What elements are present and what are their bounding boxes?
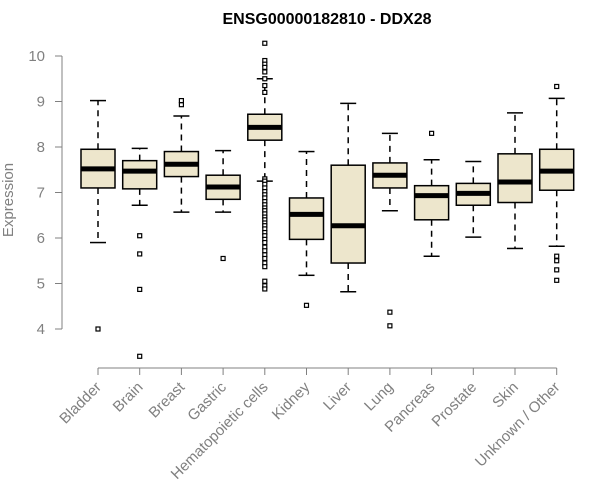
iqr-box [121,159,158,190]
outlier-point [554,258,560,264]
y-tick-label: 10 [28,48,45,65]
y-tick-label: 8 [37,139,45,156]
y-tick-label: 5 [37,276,45,293]
y-tick-label: 6 [37,230,45,247]
outlier-point [137,251,143,257]
box-pancreas [413,130,450,257]
outlier-point [262,40,268,46]
box-hematopoietic-cells [247,40,283,292]
iqr-box [413,184,450,221]
x-tick-label: Liver [320,379,355,414]
outlier-point [178,102,184,108]
x-tick-label: Kidney [269,378,314,423]
y-tick-label: 4 [37,321,45,338]
x-tick-label: Lung [361,379,397,415]
box-gastric [205,149,241,262]
iqr-box [497,153,533,204]
outlier-point [262,286,268,292]
box-breast [163,97,200,213]
outlier-point [262,255,268,262]
outlier-point [387,323,393,329]
outlier-point [262,248,268,254]
box-skin [497,112,533,250]
box-series [80,40,575,359]
y-tick-label: 7 [37,185,45,202]
outlier-point [137,233,143,239]
outlier-point [387,309,393,315]
box-brain [121,147,158,359]
y-axis-label: Expression [0,163,17,237]
box-unknown-other [538,83,575,283]
outlier-point [303,302,310,308]
outlier-point [95,326,101,332]
iqr-box [330,164,366,264]
outlier-point [262,64,268,70]
outlier-point [262,76,268,82]
iqr-box [288,197,325,241]
outlier-point [262,69,268,75]
outlier-point [137,353,143,359]
outlier-point [554,277,560,283]
outlier-point [178,97,184,104]
outlier-point [262,239,268,246]
box-kidney [288,150,325,308]
outlier-point [554,267,560,273]
x-tick-label: Prostate [429,379,481,431]
box-bladder [80,99,116,332]
outlier-point [262,89,268,96]
outlier-point [262,264,268,270]
box-prostate [455,160,492,238]
x-tick-label: Bladder [56,379,105,428]
box-lung [372,132,408,329]
outlier-point [220,255,226,262]
outlier-point [554,253,560,259]
y-axis: 4 5 6 7 8 9 10 [28,48,63,338]
x-tick-label: Brain [110,379,147,416]
x-tick-label: Skin [489,379,522,412]
outlier-point [262,82,268,89]
outlier-point [137,286,143,293]
outlier-point [262,278,268,284]
box-liver [330,102,366,293]
y-tick-label: 9 [37,94,45,111]
x-tick-label: Breast [146,378,189,421]
outlier-point [429,130,435,136]
chart-title: ENSG00000182810 - DDX28 [222,11,431,28]
outlier-point [554,83,560,90]
